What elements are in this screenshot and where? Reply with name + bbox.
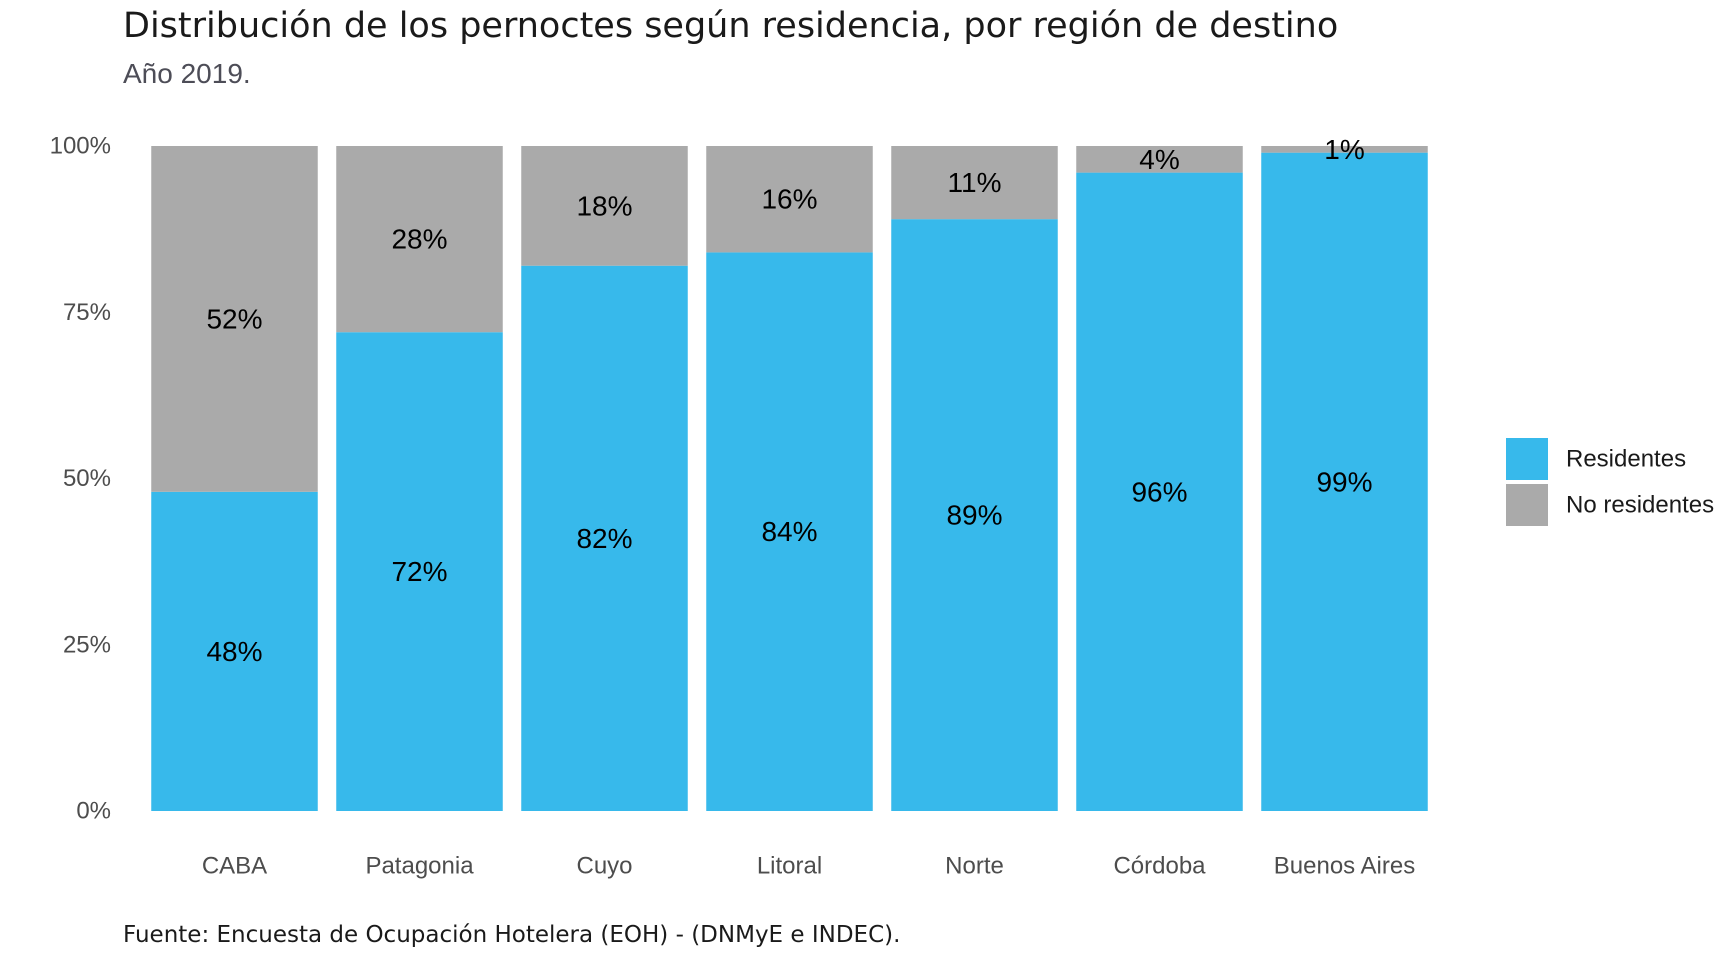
chart-title: Distribución de los pernoctes según resi… — [123, 6, 1339, 46]
bar-residentes-litoral — [706, 252, 873, 811]
data-label-no-residentes-patagonia: 28% — [391, 224, 447, 255]
y-axis: 0% 25% 50% 75% 100% — [50, 133, 111, 825]
data-label-no-residentes-buenos-aires: 1% — [1324, 134, 1364, 165]
bar-residentes-caba — [151, 491, 318, 811]
bar-no-residentes-norte — [891, 146, 1058, 220]
x-tick-label: Buenos Aires — [1274, 853, 1415, 880]
x-axis: CABA Patagonia Cuyo Litoral Norte Córdoba Buen… — [202, 853, 1415, 880]
data-label-residentes-patagonia: 72% — [391, 556, 447, 587]
x-tick-label: CABA — [202, 853, 267, 880]
legend-key-residentes — [1506, 438, 1548, 480]
data-label-no-residentes-caba: 52% — [206, 303, 262, 334]
bar-no-residentes-litoral — [706, 146, 873, 253]
y-tick-label: 25% — [63, 631, 111, 658]
y-tick-label: 50% — [63, 465, 111, 492]
bar-no-residentes-buenos-aires — [1261, 146, 1428, 153]
y-tick-label: 0% — [76, 798, 111, 825]
legend: Residentes No residentes — [1506, 438, 1714, 526]
data-label-residentes-córdoba: 96% — [1131, 476, 1187, 507]
bar-no-residentes-patagonia — [336, 146, 503, 333]
x-tick-label: Norte — [945, 853, 1004, 880]
data-label-residentes-caba: 48% — [206, 636, 262, 667]
bars-group — [151, 146, 1428, 812]
chart-source: Fuente: Encuesta de Ocupación Hotelera (… — [123, 922, 901, 948]
bar-residentes-cuyo — [521, 265, 688, 811]
data-label-no-residentes-cuyo: 18% — [576, 190, 632, 221]
bar-residentes-patagonia — [336, 332, 503, 811]
data-label-residentes-litoral: 84% — [761, 516, 817, 547]
x-tick-label: Cuyo — [576, 853, 632, 880]
bar-residentes-córdoba — [1076, 172, 1243, 812]
x-tick-label: Litoral — [757, 853, 822, 880]
x-tick-label: Patagonia — [365, 853, 474, 880]
chart-subtitle: Año 2019. — [123, 58, 251, 89]
bar-no-residentes-córdoba — [1076, 146, 1243, 173]
bar-residentes-norte — [891, 219, 1058, 811]
data-label-residentes-cuyo: 82% — [576, 523, 632, 554]
bar-residentes-buenos-aires — [1261, 152, 1428, 811]
bar-no-residentes-cuyo — [521, 146, 688, 266]
x-tick-label: Córdoba — [1113, 853, 1206, 880]
legend-key-no-residentes — [1506, 484, 1548, 526]
bar-no-residentes-caba — [151, 146, 318, 492]
data-label-no-residentes-córdoba: 4% — [1139, 144, 1179, 175]
y-tick-label: 75% — [63, 299, 111, 326]
data-label-residentes-buenos-aires: 99% — [1316, 466, 1372, 497]
data-label-no-residentes-norte: 11% — [948, 167, 1002, 198]
legend-label-no-residentes: No residentes — [1566, 492, 1714, 519]
data-label-no-residentes-litoral: 16% — [761, 184, 817, 215]
data-labels-group: 48% 52% 72% 28% 82% 18% 84% 16% 89% 11% 96% 4% 99% 1% — [206, 134, 1372, 667]
y-tick-label: 100% — [50, 133, 111, 160]
data-label-residentes-norte: 89% — [946, 500, 1002, 531]
legend-label-residentes: Residentes — [1566, 446, 1686, 473]
